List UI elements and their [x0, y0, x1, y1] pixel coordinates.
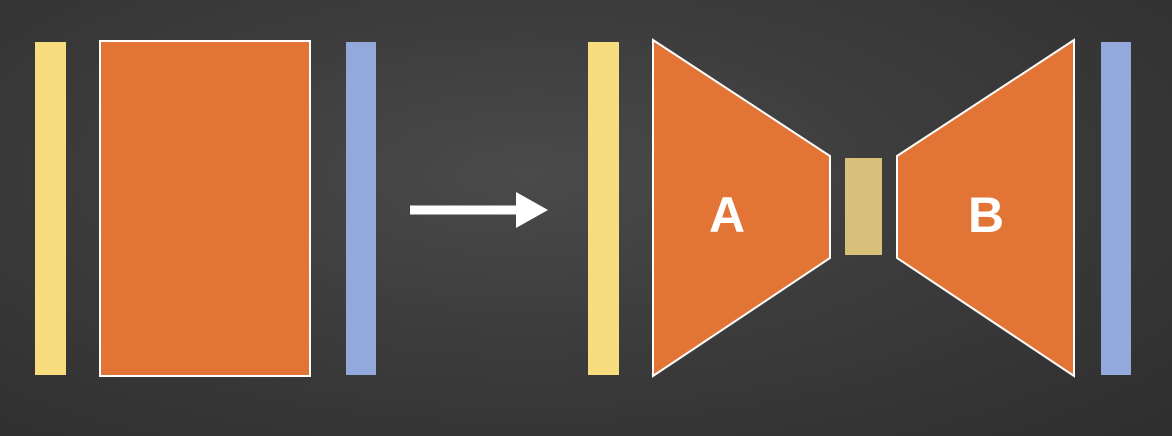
- output-layer-bar: [346, 42, 376, 375]
- encoder-label: A: [709, 187, 745, 243]
- right-arrow-icon: [410, 192, 548, 228]
- encoder-block-a: [652, 38, 831, 378]
- decoder-label: B: [968, 187, 1004, 243]
- output-layer-bar-split: [1101, 42, 1131, 375]
- input-layer-bar-split: [588, 42, 619, 375]
- decoder-block-b: [896, 38, 1075, 378]
- bottleneck-layer: [845, 158, 882, 255]
- network-block: [99, 40, 311, 377]
- input-layer-bar: [35, 42, 66, 375]
